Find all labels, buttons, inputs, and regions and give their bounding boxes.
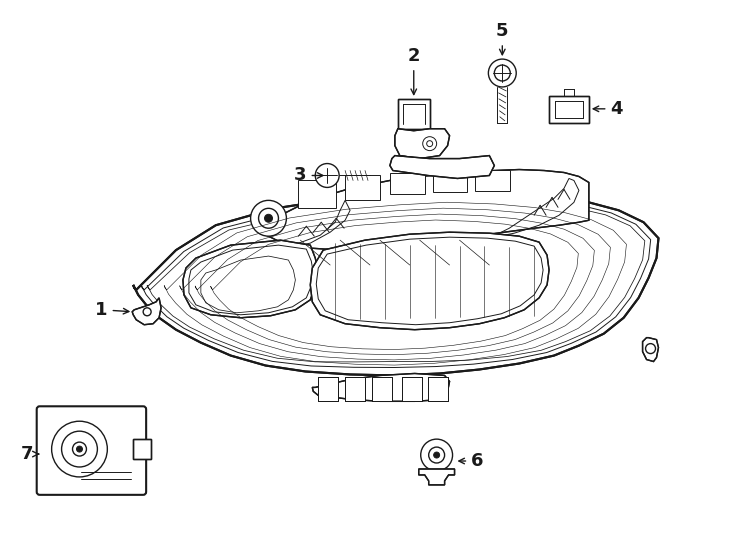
FancyBboxPatch shape — [432, 171, 468, 192]
Polygon shape — [310, 232, 549, 330]
Text: 7: 7 — [21, 445, 39, 463]
Polygon shape — [418, 469, 454, 485]
Polygon shape — [395, 129, 449, 159]
Text: 4: 4 — [593, 100, 623, 118]
Polygon shape — [255, 170, 589, 250]
Circle shape — [76, 446, 82, 452]
Polygon shape — [345, 377, 365, 401]
Circle shape — [51, 421, 107, 477]
Text: 5: 5 — [496, 22, 509, 55]
Polygon shape — [133, 439, 151, 459]
Polygon shape — [549, 96, 589, 123]
Polygon shape — [642, 338, 658, 361]
Circle shape — [421, 439, 453, 471]
Polygon shape — [312, 374, 449, 401]
FancyBboxPatch shape — [476, 170, 510, 191]
Polygon shape — [133, 191, 658, 375]
Text: 3: 3 — [294, 166, 323, 185]
Circle shape — [488, 59, 516, 87]
Text: 1: 1 — [95, 301, 129, 319]
Polygon shape — [183, 240, 319, 318]
Circle shape — [434, 452, 440, 458]
Polygon shape — [428, 377, 448, 401]
Circle shape — [316, 164, 339, 187]
Text: 6: 6 — [459, 452, 484, 470]
Polygon shape — [372, 377, 392, 401]
FancyBboxPatch shape — [37, 406, 146, 495]
Polygon shape — [401, 377, 422, 401]
Text: 2: 2 — [407, 47, 420, 94]
FancyBboxPatch shape — [345, 176, 380, 200]
Polygon shape — [390, 156, 494, 179]
Polygon shape — [132, 298, 161, 325]
Polygon shape — [319, 377, 338, 401]
Circle shape — [264, 214, 272, 222]
FancyBboxPatch shape — [390, 172, 425, 194]
Circle shape — [250, 200, 286, 236]
Circle shape — [423, 137, 437, 151]
FancyBboxPatch shape — [298, 180, 336, 208]
Polygon shape — [398, 99, 429, 129]
